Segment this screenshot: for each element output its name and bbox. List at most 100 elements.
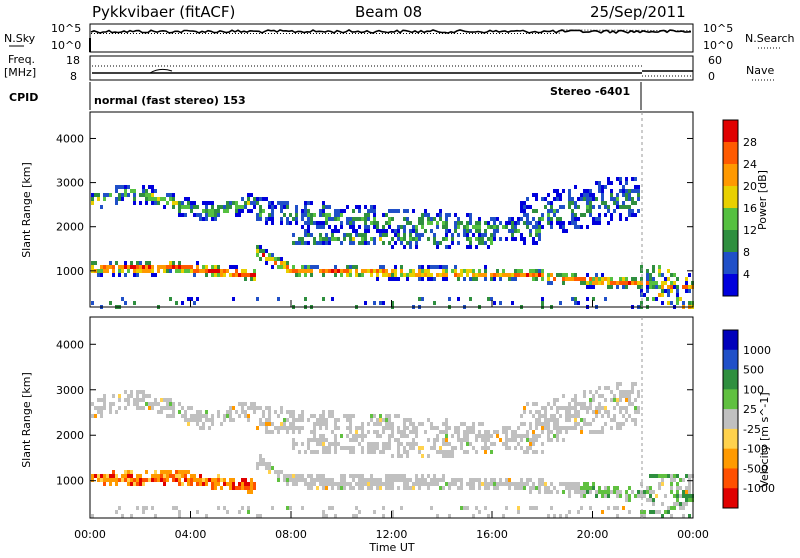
heatmap-cell	[145, 470, 148, 474]
heatmap-cell	[187, 418, 190, 422]
heatmap-cell	[403, 418, 406, 422]
heatmap-cell	[592, 430, 595, 434]
heatmap-cell	[412, 438, 415, 442]
heatmap-cell	[532, 402, 535, 406]
heatmap-cell	[457, 217, 460, 221]
heatmap-cell	[214, 478, 217, 482]
heatmap-cell	[157, 410, 160, 414]
heatmap-cell	[115, 478, 118, 482]
heatmap-cell	[421, 277, 424, 281]
heatmap-cell	[451, 434, 454, 438]
heatmap-cell	[277, 297, 280, 301]
heatmap-cell	[316, 486, 319, 490]
heatmap-cell	[667, 474, 670, 478]
heatmap-cell	[145, 402, 148, 406]
noise-search-trace	[91, 29, 692, 34]
heatmap-cell	[295, 205, 298, 209]
heatmap-cell	[607, 285, 610, 289]
heatmap-cell	[325, 514, 328, 518]
heatmap-cell	[604, 205, 607, 209]
heatmap-cell	[406, 418, 409, 422]
heatmap-cell	[301, 225, 304, 229]
heatmap-cell	[232, 486, 235, 490]
heatmap-cell	[574, 406, 577, 410]
heatmap-cell	[196, 265, 199, 269]
heatmap-cell	[508, 221, 511, 225]
heatmap-cell	[535, 233, 538, 237]
heatmap-cell	[397, 233, 400, 237]
heatmap-cell	[478, 273, 481, 277]
heatmap-cell	[397, 450, 400, 454]
heatmap-cell	[556, 193, 559, 197]
heatmap-cell	[502, 442, 505, 446]
heatmap-cell	[286, 474, 289, 478]
heatmap-cell	[373, 510, 376, 514]
heatmap-cell	[442, 422, 445, 426]
heatmap-cell	[622, 406, 625, 410]
heatmap-cell	[622, 394, 625, 398]
heatmap-cell	[367, 446, 370, 450]
heatmap-cell	[142, 506, 145, 510]
heatmap-cell	[619, 490, 622, 494]
heatmap-cell	[292, 474, 295, 478]
heatmap-cell	[205, 217, 208, 221]
heatmap-cell	[520, 273, 523, 277]
heatmap-cell	[238, 402, 241, 406]
heatmap-cell	[538, 418, 541, 422]
heatmap-cell	[286, 426, 289, 430]
heatmap-cell	[139, 261, 142, 265]
heatmap-cell	[280, 261, 283, 265]
heatmap-cell	[409, 269, 412, 273]
heatmap-cell	[610, 285, 613, 289]
heatmap-cell	[589, 430, 592, 434]
heatmap-cell	[409, 422, 412, 426]
heatmap-cell	[463, 233, 466, 237]
heatmap-cell	[388, 277, 391, 281]
heatmap-cell	[664, 289, 667, 293]
heatmap-cell	[241, 205, 244, 209]
heatmap-cell	[364, 229, 367, 233]
heatmap-cell	[415, 229, 418, 233]
heatmap-cell	[523, 434, 526, 438]
heatmap-cell	[670, 486, 673, 490]
heatmap-cell	[466, 269, 469, 273]
heatmap-cell	[220, 205, 223, 209]
heatmap-cell	[514, 486, 517, 490]
heatmap-cell	[181, 269, 184, 273]
heatmap-cell	[112, 265, 115, 269]
heatmap-cell	[682, 502, 685, 506]
heatmap-cell	[304, 229, 307, 233]
heatmap-cell	[367, 213, 370, 217]
heatmap-cell	[169, 398, 172, 402]
heatmap-cell	[592, 285, 595, 289]
heatmap-cell	[325, 233, 328, 237]
heatmap-cell	[445, 229, 448, 233]
heatmap-cell	[463, 430, 466, 434]
heatmap-cell	[373, 217, 376, 221]
heatmap-cell	[679, 494, 682, 498]
heatmap-cell	[346, 217, 349, 221]
heatmap-cell	[166, 470, 169, 474]
heatmap-cell	[235, 486, 238, 490]
heatmap-cell	[553, 486, 556, 490]
heatmap-cell	[313, 221, 316, 225]
heatmap-cell	[631, 197, 634, 201]
heatmap-cell	[436, 273, 439, 277]
heatmap-cell	[493, 430, 496, 434]
heatmap-cell	[220, 273, 223, 277]
heatmap-cell	[562, 426, 565, 430]
heatmap-cell	[175, 269, 178, 273]
heatmap-cell	[520, 434, 523, 438]
heatmap-cell	[547, 277, 550, 281]
heatmap-cell	[169, 414, 172, 418]
velocity-colorbar-label: Velocity [m s^-1]	[758, 392, 771, 487]
heatmap-cell	[139, 265, 142, 269]
heatmap-cell	[253, 402, 256, 406]
heatmap-cell	[418, 277, 421, 281]
heatmap-cell	[574, 213, 577, 217]
heatmap-cell	[439, 478, 442, 482]
heatmap-cell	[370, 418, 373, 422]
heatmap-cell	[373, 422, 376, 426]
heatmap-cell	[238, 273, 241, 277]
heatmap-cell	[445, 237, 448, 241]
